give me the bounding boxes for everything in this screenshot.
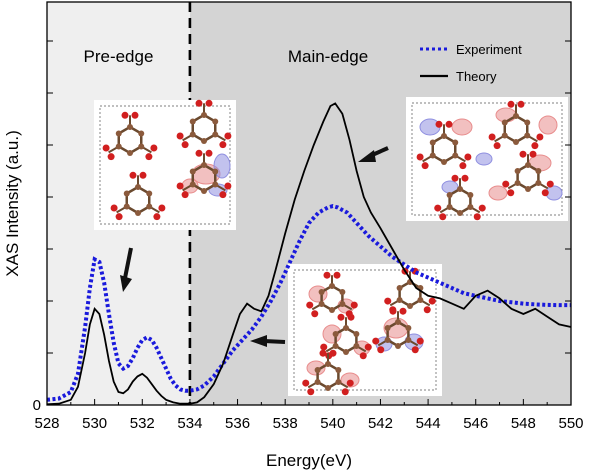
x-axis-title: Energy(eV): [266, 451, 352, 470]
y-tick-label: 0: [33, 397, 41, 414]
pre-edge-label: Pre-edge: [83, 47, 153, 66]
series-experiment: [46, 204, 571, 402]
series-theory: [46, 102, 572, 406]
legend-experiment-label: Experiment: [456, 42, 522, 57]
x-tick-label: 542: [368, 415, 393, 432]
x-tick-label: 548: [511, 415, 536, 432]
x-axis: 528 530 532 534 536 538 540 542 544 546 548 550: [34, 399, 584, 432]
theory-line: [46, 102, 572, 406]
arrow-pre-edge-inset: [120, 247, 133, 292]
legend: Experiment Theory: [420, 42, 522, 84]
x-tick-label: 538: [273, 415, 298, 432]
legend-theory-label: Theory: [456, 69, 497, 84]
orbital-inset-pre-edge: [94, 99, 236, 230]
x-tick-label: 546: [463, 415, 488, 432]
y-axis: 0: [33, 40, 571, 414]
x-tick-label: 532: [130, 415, 155, 432]
x-tick-label: 550: [558, 415, 583, 432]
x-tick-label: 534: [177, 415, 202, 432]
orbital-inset-shoulder: [288, 264, 442, 396]
molecule-insets: [94, 97, 568, 396]
x-tick-label: 530: [82, 415, 107, 432]
y-axis-title: XAS Intensity (a.u.): [3, 130, 22, 276]
arrow-shoulder-inset: [250, 335, 286, 347]
arrow-main-peak-inset: [358, 146, 389, 162]
annotation-arrows: [120, 146, 389, 347]
x-tick-label: 544: [416, 415, 441, 432]
series-layer: [46, 102, 572, 406]
orbital-inset-main-peak: [406, 97, 568, 221]
x-tick-label: 536: [225, 415, 250, 432]
main-edge-label: Main-edge: [288, 47, 368, 66]
x-tick-label: 528: [34, 415, 59, 432]
experiment-line: [46, 204, 571, 402]
x-tick-label: 540: [320, 415, 345, 432]
